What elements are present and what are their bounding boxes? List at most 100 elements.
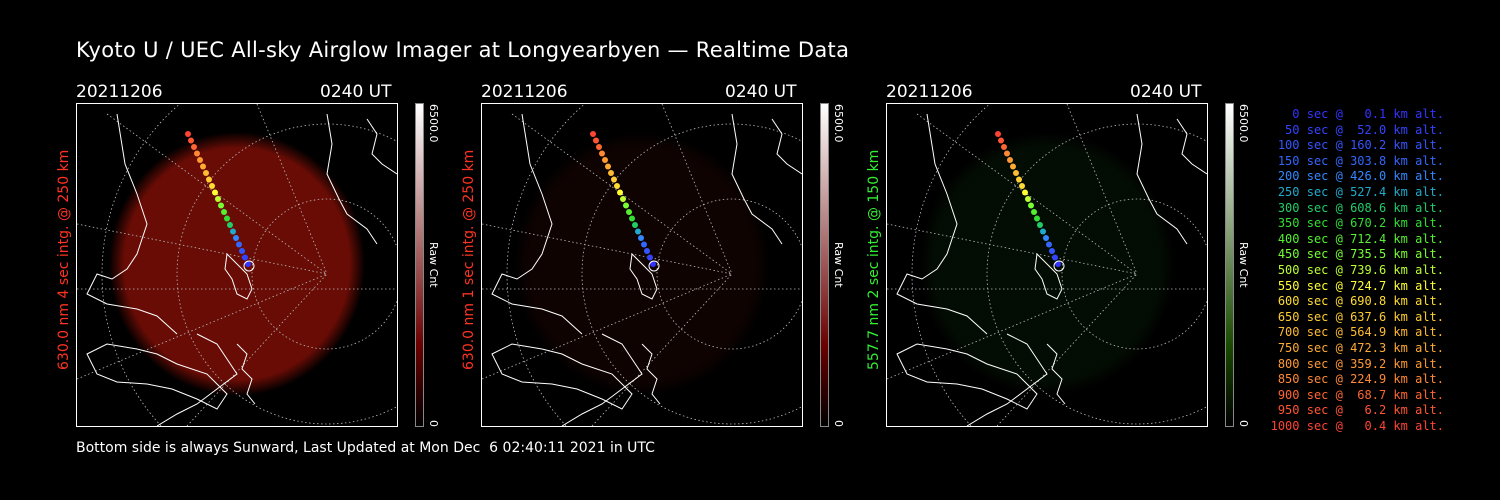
trajectory-point [614, 183, 620, 189]
trajectory-point [230, 228, 236, 235]
grid-line [77, 223, 328, 275]
panel-time: 0240 UT [1130, 82, 1202, 102]
coastline [366, 118, 397, 175]
trajectory-point [245, 261, 251, 267]
coastline [1046, 343, 1066, 405]
panel-side-label: 557.7 nm 2 sec intg. @ 150 km [866, 149, 882, 370]
trajectory-point [1016, 176, 1022, 183]
legend-row: 900 sec @ 68.7 km alt. [1277, 387, 1444, 402]
coastline [896, 113, 988, 335]
coastline [1136, 113, 1188, 245]
trajectory-point [1019, 183, 1025, 189]
coastline [1034, 252, 1063, 300]
grid-line [186, 273, 328, 426]
colorbar-unit-label: Raw Cnt [1237, 242, 1250, 288]
station-marker [1053, 260, 1065, 272]
legend-row: 50 sec @ 52.0 km alt. [1285, 122, 1444, 137]
legend-row: 450 sec @ 735.5 km alt. [1277, 247, 1444, 262]
panel-time: 0240 UT [725, 82, 797, 102]
colorbar [415, 103, 424, 427]
trajectory-point [620, 196, 626, 202]
trajectory-point [1037, 222, 1043, 228]
trajectory-point [998, 137, 1004, 144]
trajectory-point [185, 131, 191, 137]
colorbar [820, 103, 829, 427]
trajectory-point [1010, 163, 1016, 170]
legend-row: 200 sec @ 426.0 km alt. [1277, 169, 1444, 184]
trajectory-point [593, 137, 599, 144]
trajectory-point [1022, 189, 1028, 196]
legend-row: 800 sec @ 359.2 km alt. [1277, 356, 1444, 371]
grid-line [661, 104, 733, 275]
trajectory-point [188, 137, 194, 144]
legend-row: 400 sec @ 712.4 km alt. [1277, 231, 1444, 246]
legend-row: 850 sec @ 224.9 km alt. [1277, 372, 1444, 387]
coastline [641, 343, 661, 405]
grid-line [1066, 104, 1138, 275]
coastline [1176, 118, 1207, 175]
trajectory-point [224, 215, 230, 222]
trajectory-point [623, 202, 629, 209]
allsky-map [76, 103, 398, 427]
trajectory-point [599, 150, 605, 157]
colorbar [1225, 103, 1234, 427]
trajectory-point [194, 150, 200, 157]
grid-line [887, 273, 1138, 380]
legend-row: 250 sec @ 527.4 km alt. [1277, 184, 1444, 199]
coastline [561, 333, 643, 426]
trajectory-point [1040, 228, 1046, 235]
allsky-map [886, 103, 1208, 427]
legend-row: 300 sec @ 608.6 km alt. [1277, 200, 1444, 215]
station-marker [648, 260, 660, 272]
trajectory-point [647, 254, 653, 261]
trajectory-point [611, 176, 617, 183]
trajectory-point [629, 215, 635, 222]
legend-row: 150 sec @ 303.8 km alt. [1277, 153, 1444, 168]
grid-line [251, 198, 397, 350]
trajectory-point [602, 157, 608, 163]
trajectory-point [641, 241, 647, 248]
trajectory-point [242, 254, 248, 261]
page-title: Kyoto U / UEC All-sky Airglow Imager at … [76, 38, 850, 62]
grid-line [591, 273, 733, 426]
trajectory-point [596, 144, 602, 150]
trajectory-point [1025, 196, 1031, 202]
trajectory-point [626, 209, 632, 215]
trajectory-point [650, 261, 656, 267]
trajectory-point [995, 131, 1001, 137]
colorbar-max-label: 6500.0 [427, 104, 440, 143]
trajectory-point [233, 235, 239, 241]
colorbar-max-label: 6500.0 [1237, 104, 1250, 143]
legend-row: 0 sec @ 0.1 km alt. [1292, 107, 1444, 121]
legend-row: 100 sec @ 160.2 km alt. [1277, 138, 1444, 153]
trajectory-point [605, 163, 611, 170]
legend-row: 600 sec @ 690.8 km alt. [1277, 294, 1444, 309]
coastline [966, 333, 1048, 426]
trajectory-point [209, 183, 215, 189]
coastline [86, 343, 228, 410]
trajectory-point [206, 176, 212, 183]
legend-row: 650 sec @ 637.6 km alt. [1277, 309, 1444, 324]
trajectory-point [632, 222, 638, 228]
legend-row: 350 sec @ 670.2 km alt. [1277, 216, 1444, 231]
trajectory-point [1004, 150, 1010, 157]
grid-line [77, 273, 328, 380]
panel-side-label: 630.0 nm 1 sec intg. @ 250 km [461, 149, 477, 370]
trajectory-point [1046, 241, 1052, 248]
colorbar-min-label: 0 [1237, 420, 1250, 427]
grid-line [482, 273, 733, 380]
trajectory-point [1043, 235, 1049, 241]
panel-date: 20211206 [76, 82, 163, 102]
grid-line [887, 223, 1138, 275]
legend-row: 750 sec @ 472.3 km alt. [1277, 340, 1444, 355]
trajectory-point [608, 170, 614, 176]
coastline [731, 113, 783, 245]
colorbar-min-label: 0 [832, 420, 845, 427]
colorbar-min-label: 0 [427, 420, 440, 427]
trajectory-point [203, 170, 209, 176]
grid-line [996, 273, 1138, 426]
legend-row: 550 sec @ 724.7 km alt. [1277, 278, 1444, 293]
trajectory-point [215, 196, 221, 202]
trajectory-point [197, 157, 203, 163]
coastline [629, 252, 658, 300]
